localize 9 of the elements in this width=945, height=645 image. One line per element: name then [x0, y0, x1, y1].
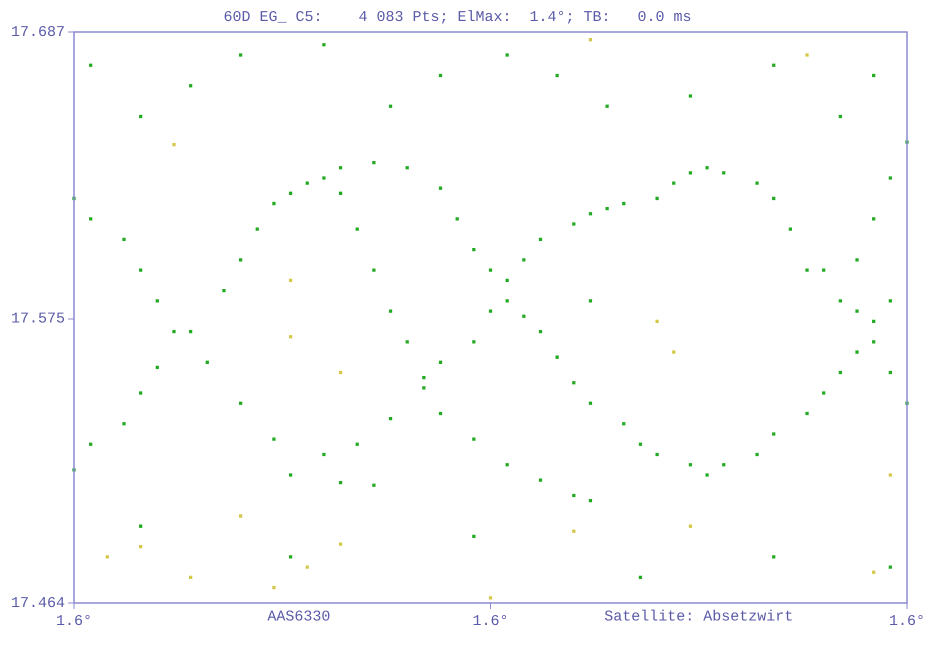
y-tick-label: 17.575: [10, 310, 66, 328]
x-tick-label: 1.6°: [472, 612, 509, 630]
x-tick-label: 1.6°: [888, 612, 926, 630]
y-tick-label: 17.464: [10, 594, 66, 612]
text: AAS6330: [267, 608, 330, 626]
x-tick-label: 1.6°: [56, 612, 92, 630]
chart-title: 60D EG_ C5: 4 083 Pts; ElMax: 1.4°; TB: 0.0 ms: [223, 8, 692, 26]
y-tick-label: 17.687: [10, 24, 66, 41]
text: Satellite: Absetzwirt: [604, 608, 794, 626]
